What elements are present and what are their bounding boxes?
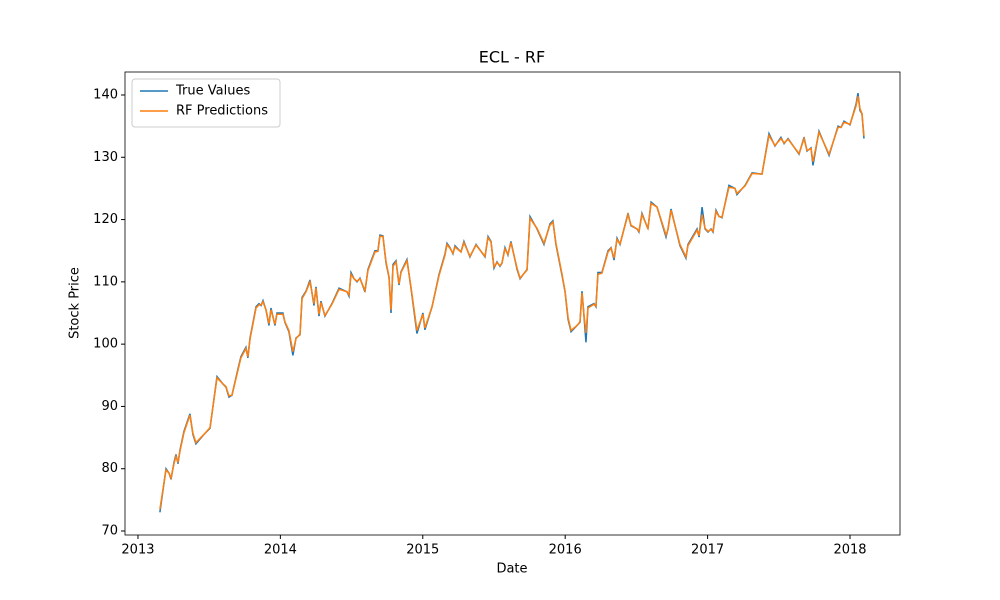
- legend-label: RF Predictions: [176, 104, 268, 119]
- x-tick-label: 2013: [121, 543, 154, 558]
- series-line: [159, 92, 865, 513]
- x-tick-label: 2017: [691, 543, 724, 558]
- y-axis-label: Stock Price: [68, 267, 83, 339]
- y-tick-label: 110: [93, 274, 118, 289]
- y-tick-label: 80: [101, 461, 118, 476]
- x-axis-label: Date: [496, 562, 527, 577]
- x-tick-label: 2018: [833, 543, 866, 558]
- y-tick-label: 140: [93, 87, 118, 102]
- x-tick-label: 2014: [264, 543, 297, 558]
- y-tick-label: 130: [93, 150, 118, 165]
- x-tick-label: 2015: [406, 543, 439, 558]
- y-tick-label: 90: [101, 399, 118, 414]
- legend: True Values RF Predictions: [131, 78, 281, 128]
- y-tick-label: 70: [101, 524, 118, 539]
- plot-frame: [124, 71, 901, 536]
- legend-label: True Values: [175, 84, 250, 99]
- series-line: [159, 96, 865, 510]
- legend-box: [131, 78, 281, 128]
- chart-title: ECL - RF: [479, 48, 545, 67]
- y-tick-label: 120: [93, 212, 118, 227]
- y-tick-label: 100: [93, 337, 118, 352]
- x-tick-label: 2016: [549, 543, 582, 558]
